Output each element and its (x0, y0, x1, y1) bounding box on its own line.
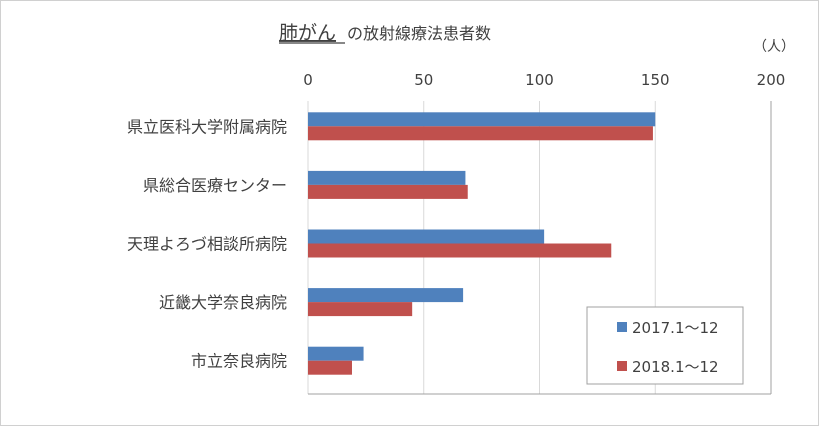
bar-2017 (308, 288, 464, 303)
legend: 2017.1～12 2018.1～12 (586, 306, 744, 385)
category-label: 市立奈良病院 (191, 352, 287, 371)
legend-label: 2017.1～12 (632, 319, 719, 337)
legend-swatch (617, 322, 627, 332)
bar-2017 (308, 346, 364, 361)
x-tick-label: 50 (414, 71, 433, 89)
bar-2017 (308, 170, 466, 185)
legend-swatch (617, 361, 627, 371)
chart-title-emphasis: 肺がん (279, 22, 336, 44)
x-tick-label: 150 (641, 71, 670, 89)
category-label: 近畿大学奈良病院 (159, 293, 287, 312)
category-label: 県立医科大学附属病院 (127, 117, 287, 136)
unit-label: （人） (753, 39, 795, 55)
bar-2018 (308, 243, 612, 258)
chart-title: の放射線療法患者数 (347, 24, 491, 43)
x-tick-label: 0 (303, 71, 313, 89)
bar-2018 (308, 184, 468, 199)
bar-2018 (308, 126, 653, 141)
x-tick-label: 200 (757, 71, 786, 89)
bar-2017 (308, 112, 656, 127)
bar-2018 (308, 302, 413, 317)
legend-label: 2018.1～12 (632, 358, 719, 376)
x-tick-label: 100 (525, 71, 554, 89)
category-label: 天理よろづ相談所病院 (127, 235, 287, 254)
bar-2017 (308, 229, 545, 244)
bar-2018 (308, 360, 352, 375)
category-label: 県総合医療センター (143, 176, 287, 195)
